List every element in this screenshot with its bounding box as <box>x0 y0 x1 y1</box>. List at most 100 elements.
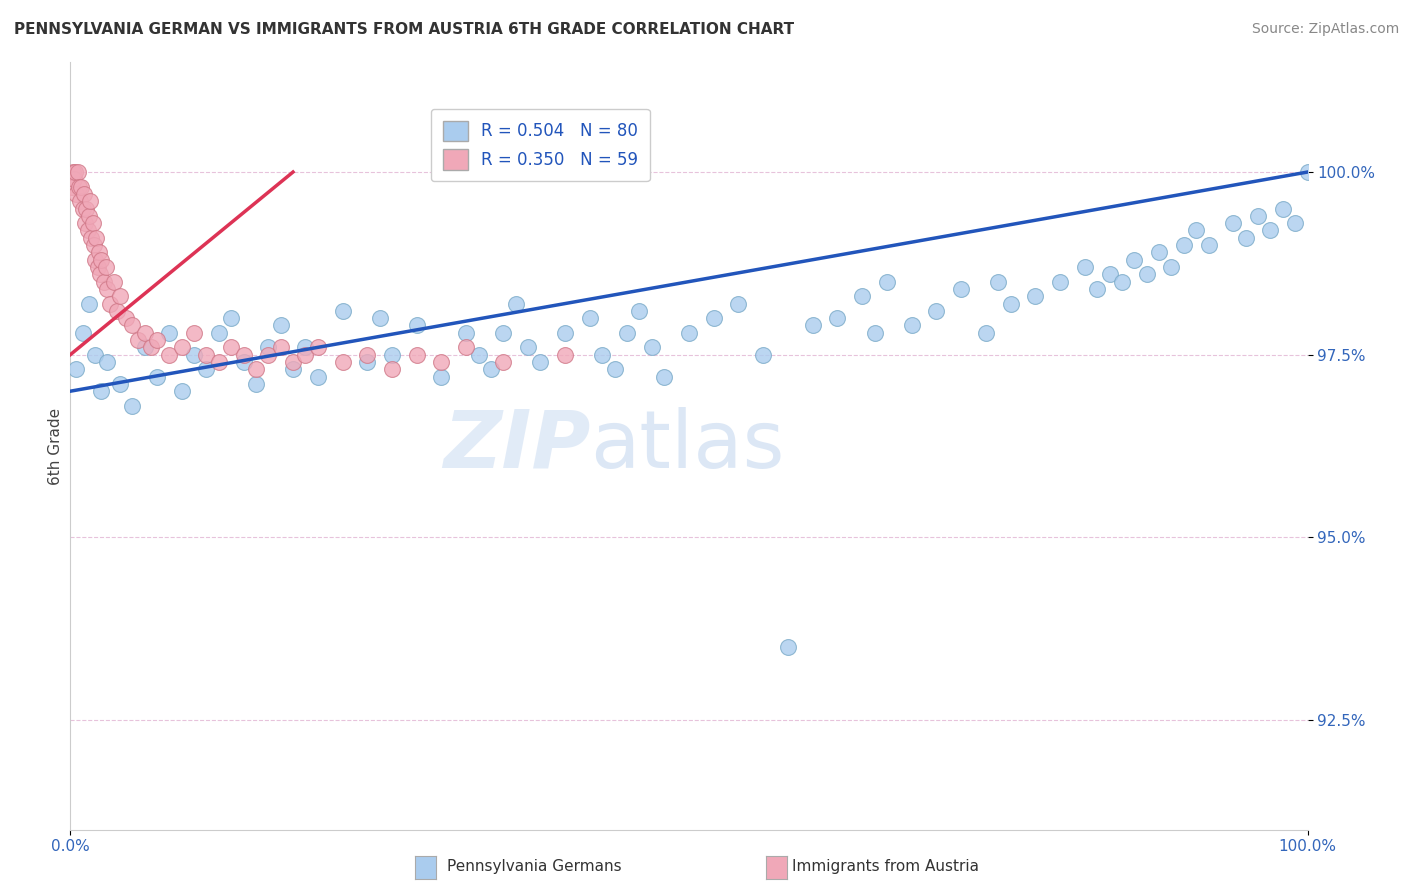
Point <box>554 326 576 340</box>
Point <box>332 303 354 318</box>
Point <box>356 355 378 369</box>
Point <box>72 202 94 216</box>
Point <box>368 311 391 326</box>
Point <box>1260 223 1282 237</box>
Point <box>146 333 169 347</box>
Point <box>554 348 576 362</box>
Point <box>987 275 1010 289</box>
Point <box>505 296 527 310</box>
Point <box>103 275 125 289</box>
Point <box>195 362 218 376</box>
Point <box>84 252 107 267</box>
Point <box>96 282 118 296</box>
Point <box>356 348 378 362</box>
Point <box>87 245 110 260</box>
Point <box>66 165 89 179</box>
Point <box>776 640 799 654</box>
Point <box>96 355 118 369</box>
Point <box>208 326 231 340</box>
Point <box>1049 275 1071 289</box>
Point <box>727 296 749 310</box>
Point <box>863 326 886 340</box>
Point <box>641 340 664 354</box>
Point <box>479 362 502 376</box>
Point <box>89 268 111 282</box>
Point <box>83 238 105 252</box>
Point <box>134 326 156 340</box>
Point <box>1098 268 1121 282</box>
Point <box>115 311 138 326</box>
Point <box>1198 238 1220 252</box>
Point <box>851 289 873 303</box>
Point <box>69 194 91 209</box>
Point <box>72 326 94 340</box>
Point <box>1123 252 1146 267</box>
Point <box>801 318 824 333</box>
Point <box>86 260 108 274</box>
Point <box>1284 216 1306 230</box>
Text: ZIP: ZIP <box>443 407 591 485</box>
Point <box>1000 296 1022 310</box>
Point <box>1085 282 1108 296</box>
Point <box>1185 223 1208 237</box>
Point <box>127 333 149 347</box>
Point <box>456 340 478 354</box>
Point <box>65 186 87 201</box>
Point <box>591 348 613 362</box>
Point <box>467 348 489 362</box>
Point <box>157 348 180 362</box>
Point <box>307 340 329 354</box>
Point <box>105 303 128 318</box>
Point <box>381 348 404 362</box>
Point <box>121 318 143 333</box>
Point <box>93 275 115 289</box>
Text: Pennsylvania Germans: Pennsylvania Germans <box>447 859 621 874</box>
Point <box>405 318 427 333</box>
Point <box>96 260 118 274</box>
Point <box>134 340 156 354</box>
Point <box>90 384 112 399</box>
Point <box>876 275 898 289</box>
Point <box>219 340 242 354</box>
Point <box>678 326 700 340</box>
Point <box>1247 209 1270 223</box>
Text: atlas: atlas <box>591 407 785 485</box>
Point <box>925 303 948 318</box>
Point <box>195 348 218 362</box>
Point <box>381 362 404 376</box>
Point <box>430 355 453 369</box>
Point <box>974 326 997 340</box>
Point <box>67 179 90 194</box>
Point <box>245 362 267 376</box>
Point <box>492 355 515 369</box>
Point <box>157 326 180 340</box>
Point <box>257 348 280 362</box>
Point <box>827 311 849 326</box>
Point <box>529 355 551 369</box>
Point <box>232 355 254 369</box>
Point <box>75 216 97 230</box>
Point <box>170 384 193 399</box>
Point <box>752 348 775 362</box>
Point <box>121 399 143 413</box>
Point <box>517 340 540 354</box>
Point <box>60 179 83 194</box>
Point <box>183 326 205 340</box>
Point <box>108 289 131 303</box>
Point <box>307 369 329 384</box>
Point <box>62 165 84 179</box>
Point <box>294 348 316 362</box>
Point <box>492 326 515 340</box>
Point <box>90 252 112 267</box>
Point <box>245 376 267 391</box>
Point <box>1136 268 1159 282</box>
Legend: R = 0.504   N = 80, R = 0.350   N = 59: R = 0.504 N = 80, R = 0.350 N = 59 <box>432 109 650 181</box>
Point <box>332 355 354 369</box>
Point <box>1234 231 1257 245</box>
Point <box>950 282 973 296</box>
Point <box>1147 245 1170 260</box>
Point <box>65 362 87 376</box>
Point <box>430 369 453 384</box>
Point <box>270 340 292 354</box>
Point <box>1296 165 1319 179</box>
